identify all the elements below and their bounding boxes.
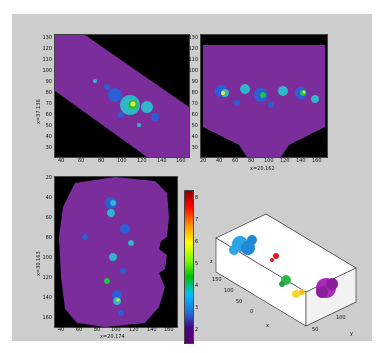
plot3d-tick: 0	[250, 309, 254, 315]
ytick: 40	[45, 134, 52, 140]
blob-green	[279, 275, 291, 287]
ytick: 90	[45, 79, 52, 85]
slice-image-top-left	[55, 35, 189, 157]
ytick: 100	[188, 68, 198, 74]
ytick: 70	[45, 101, 52, 107]
ytick: 120	[42, 46, 52, 52]
plot3d-axis-letter: y	[350, 331, 353, 337]
ytick: 50	[191, 123, 198, 129]
ytick: 90	[191, 79, 198, 85]
ytick: 70	[191, 101, 198, 107]
colorbar-tick: 7	[195, 217, 199, 223]
colorbar-tick: 6	[195, 239, 199, 245]
blob-blue	[229, 235, 257, 255]
yticks-bottom-left: 20 40 60 80 100 120 140 160	[40, 176, 52, 326]
ytick: 60	[45, 215, 52, 221]
colorbar-tick: 3	[195, 305, 199, 311]
xtick: 140	[296, 158, 306, 164]
colorbar-tick: 4	[195, 283, 199, 289]
plot3d-tick: 150	[212, 277, 222, 283]
activation-cluster	[215, 84, 319, 108]
plot3d-axis-letter: x	[266, 323, 269, 329]
ytick: 110	[42, 57, 52, 63]
ytick: 20	[45, 175, 52, 181]
ytick: 50	[45, 123, 52, 129]
slice-panel-top-left	[54, 34, 190, 158]
xtick: 40	[58, 158, 65, 164]
xticks-top-right: 20 40 60 80 100 120 140 160	[200, 159, 326, 165]
xlabel-top-right: x=20.162	[250, 166, 275, 172]
yticks-top-right: 130 120 110 100 90 80 70 60 50 40 30	[186, 34, 198, 156]
xtick: 100	[264, 158, 274, 164]
plot-3d: 150 100 50 0 50 100 x y z	[210, 194, 360, 340]
xtick: 20	[200, 158, 207, 164]
blob-purple	[316, 278, 338, 298]
xtick: 60	[76, 327, 83, 333]
ytick: 60	[45, 112, 52, 118]
xtick: 120	[280, 158, 290, 164]
xtick: 60	[232, 158, 239, 164]
plot3d-tick: 50	[312, 327, 319, 333]
xtick: 60	[78, 158, 85, 164]
ytick: 120	[42, 275, 52, 281]
xtick: 140	[147, 327, 157, 333]
xtick: 100	[111, 327, 121, 333]
xtick: 160	[164, 327, 174, 333]
ytick: 80	[45, 235, 52, 241]
ytick: 100	[42, 68, 52, 74]
plot3d-tick: 100	[224, 288, 234, 294]
plot3d-axis-letter: z	[210, 259, 213, 265]
xtick: 160	[312, 158, 322, 164]
xticks-top-left: 40 60 80 100 120 140 160	[54, 159, 188, 165]
ytick: 30	[191, 145, 198, 151]
ytick: 160	[42, 315, 52, 321]
colorbar-tick: 5	[195, 261, 199, 267]
blob-yellow	[292, 289, 305, 298]
ytick: 80	[191, 90, 198, 96]
ytick: 130	[42, 35, 52, 41]
xtick: 80	[248, 158, 255, 164]
ytick: 120	[188, 46, 198, 52]
xtick: 80	[94, 327, 101, 333]
xtick: 40	[216, 158, 223, 164]
yticks-top-left: 130 120 110 100 90 80 70 60 50 40 30	[40, 34, 52, 156]
colorbar-ticks: 8 7 6 5 4 3 2	[195, 190, 205, 342]
xtick: 100	[117, 158, 127, 164]
slice-panel-top-right	[200, 34, 328, 158]
xtick: 120	[129, 327, 139, 333]
colorbar-tick: 2	[195, 327, 199, 333]
plot3d-tick: 50	[236, 299, 243, 305]
figure-canvas: x=37.136 130 120 110 100 90 80 70 60 50 …	[12, 14, 372, 344]
ytick: 110	[188, 57, 198, 63]
slice-image-top-right	[203, 45, 325, 157]
ytick: 40	[191, 134, 198, 140]
ytick: 60	[191, 112, 198, 118]
colorbar	[184, 190, 194, 344]
ytick: 30	[45, 145, 52, 151]
blob-red	[270, 253, 279, 262]
ytick: 80	[45, 90, 52, 96]
ytick: 130	[188, 35, 198, 41]
plot-3d-canvas	[215, 213, 357, 327]
ytick: 100	[42, 255, 52, 261]
activation-cluster	[82, 197, 134, 316]
slice-panel-bottom-left	[54, 176, 178, 328]
colorbar-tick: 8	[195, 195, 199, 201]
xlabel-bottom-left: x=20.174	[100, 334, 125, 340]
xtick: 140	[157, 158, 167, 164]
xtick: 160	[176, 158, 186, 164]
xtick: 80	[98, 158, 105, 164]
slice-image-bottom-left	[59, 177, 169, 327]
ytick: 40	[45, 195, 52, 201]
activation-cluster	[93, 79, 159, 127]
xtick: 120	[137, 158, 147, 164]
plot3d-tick: 100	[336, 315, 346, 321]
xticks-bottom-left: 40 60 80 100 120 140 160	[54, 328, 176, 334]
ytick: 140	[42, 295, 52, 301]
xtick: 40	[58, 327, 65, 333]
